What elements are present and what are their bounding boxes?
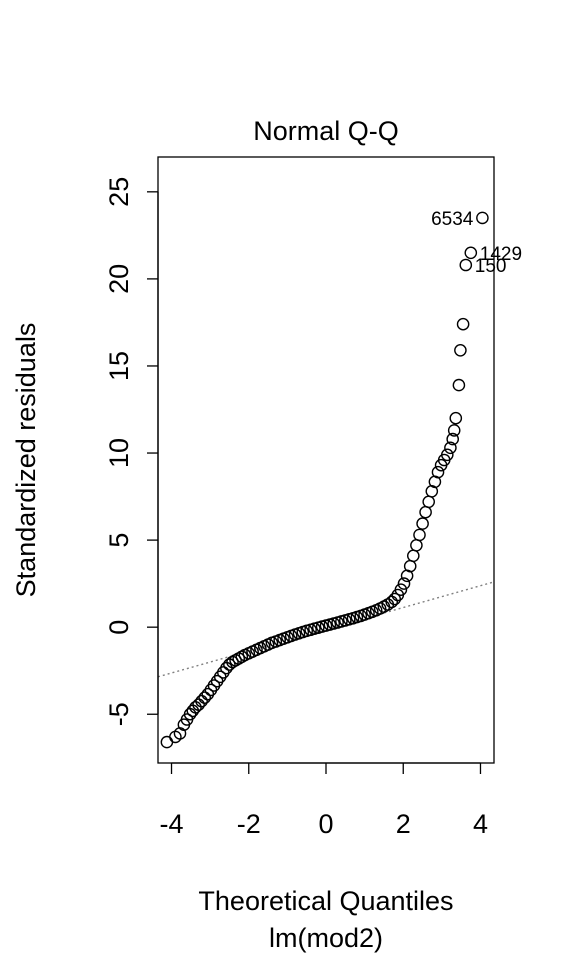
- data-point: [160, 735, 174, 749]
- data-point: [419, 505, 432, 519]
- y-tick-label: 15: [104, 351, 134, 381]
- data-point: [456, 317, 470, 331]
- data-point: [454, 343, 467, 357]
- chart-title: Normal Q-Q: [253, 116, 399, 146]
- data-point: [394, 583, 408, 597]
- data-point: [403, 559, 417, 573]
- y-tick-label: 10: [104, 438, 134, 468]
- y-tick-label: 25: [104, 177, 134, 207]
- y-tick-label: 20: [104, 264, 134, 294]
- data-point: [464, 246, 478, 260]
- y-tick-label: 0: [104, 620, 134, 635]
- data-point: [447, 424, 461, 437]
- x-tick-label: 2: [396, 809, 411, 839]
- y-tick-label: -5: [104, 702, 134, 726]
- x-axis-label: Theoretical Quantiles: [198, 886, 453, 916]
- point-annotation: 150: [475, 256, 507, 277]
- data-point: [223, 658, 236, 671]
- data-point: [422, 495, 436, 509]
- reference-line-layer: [157, 581, 495, 678]
- data-point: [413, 528, 426, 542]
- y-axis-label: Standardized residuals: [11, 323, 41, 598]
- y-tick-label: 5: [104, 533, 134, 548]
- data-point: [440, 448, 454, 462]
- data-point: [406, 549, 420, 563]
- x-tick-label: -4: [160, 809, 184, 839]
- data-point: [444, 441, 457, 455]
- data-point: [397, 577, 411, 590]
- data-point: [446, 432, 460, 446]
- qq-reference-line: [157, 581, 495, 678]
- point-annotation: 6534: [431, 209, 474, 230]
- data-point: [431, 465, 445, 479]
- data-point: [449, 411, 463, 425]
- data-point: [388, 592, 402, 606]
- x-tick-label: -2: [237, 809, 261, 839]
- data-point: [195, 694, 208, 708]
- data-point: [416, 517, 429, 530]
- y-axis: -5 0 5 10 15 20 25: [104, 177, 159, 726]
- point-annotation: 1429: [480, 244, 522, 265]
- data-point: [459, 258, 473, 272]
- data-point: [410, 539, 423, 552]
- data-point: [198, 691, 211, 705]
- x-axis: -4 -2 0 2 4: [160, 762, 488, 839]
- x-tick-label: 0: [318, 809, 333, 839]
- data-point: [476, 211, 489, 225]
- x-axis-sublabel: lm(mod2): [269, 923, 383, 953]
- data-point: [452, 378, 466, 392]
- points-layer: [160, 211, 489, 749]
- x-tick-label: 4: [473, 809, 488, 839]
